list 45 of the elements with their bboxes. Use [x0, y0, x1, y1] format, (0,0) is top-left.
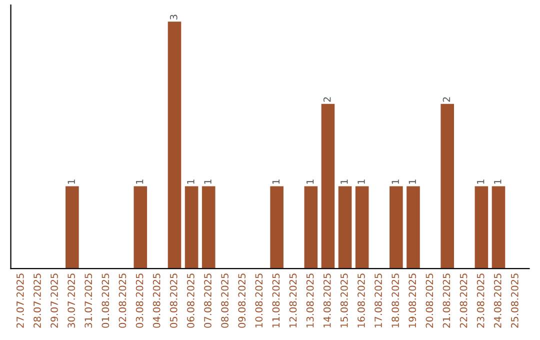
x-tick-label: 12.08.2025	[289, 274, 297, 328]
x-tick-label: 10.08.2025	[255, 274, 263, 328]
data-label: 1	[392, 180, 399, 184]
x-tick-label: 02.08.2025	[118, 274, 126, 328]
data-label: 1	[187, 180, 194, 184]
x-tick-label: 28.07.2025	[34, 274, 41, 328]
data-label: 1	[306, 180, 314, 184]
x-tick-label: 16.08.2025	[358, 274, 365, 328]
x-tick-label: 24.08.2025	[494, 274, 502, 328]
x-tick-label: 03.08.2025	[136, 274, 144, 328]
x-tick-label: 15.08.2025	[340, 274, 348, 328]
x-tick-label: 25.08.2025	[511, 274, 518, 328]
x-tick-label: 14.08.2025	[323, 274, 331, 328]
data-label: 1	[68, 180, 75, 184]
x-tick-label: 20.08.2025	[426, 274, 434, 328]
x-tick-label: 18.08.2025	[392, 274, 400, 328]
x-tick-label: 08.08.2025	[221, 274, 228, 328]
x-tick-label: 17.08.2025	[374, 274, 382, 328]
data-label: 1	[136, 180, 144, 184]
data-label: 1	[408, 180, 416, 184]
data-label: 2	[442, 97, 450, 102]
data-label: 1	[272, 180, 280, 184]
data-label: 1	[204, 180, 212, 184]
x-tick-label: 23.08.2025	[476, 274, 484, 328]
data-label: 1	[494, 180, 502, 184]
x-tick-label: 30.07.2025	[68, 274, 76, 328]
x-tick-label: 05.08.2025	[170, 274, 178, 328]
data-label: 1	[477, 180, 484, 184]
x-tick-label: 11.08.2025	[272, 274, 280, 328]
x-tick-label: 04.08.2025	[152, 274, 160, 328]
x-tick-label: 31.07.2025	[84, 274, 92, 328]
x-tick-label: 27.07.2025	[16, 274, 24, 328]
x-tick-label: 19.08.2025	[408, 274, 416, 328]
x-tick-label: 22.08.2025	[460, 274, 468, 328]
x-tick-label: 07.08.2025	[204, 274, 212, 328]
x-tick-label: 06.08.2025	[187, 274, 194, 328]
x-tick-label: 29.07.2025	[50, 274, 58, 328]
data-label: 2	[323, 97, 331, 102]
x-tick-label: 21.08.2025	[442, 274, 450, 328]
data-label: 1	[358, 180, 365, 184]
x-tick-label: 09.08.2025	[238, 274, 246, 328]
data-label: 1	[340, 180, 348, 184]
x-tick-label: 01.08.2025	[102, 274, 110, 328]
x-tick-label: 13.08.2025	[306, 274, 314, 328]
data-label: 3	[170, 14, 178, 20]
